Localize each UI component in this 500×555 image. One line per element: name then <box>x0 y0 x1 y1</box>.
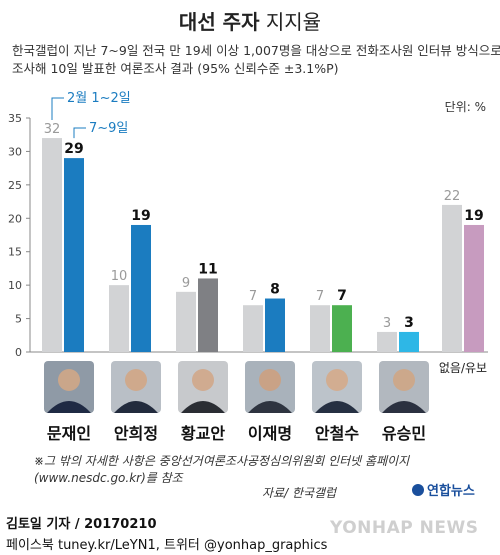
candidate-name-3: 황교안 <box>180 424 226 443</box>
y-tick-label: 5 <box>15 313 22 326</box>
data-label-jul: 8 <box>270 282 280 298</box>
data-label-feb: 22 <box>444 189 461 204</box>
bar-feb <box>42 138 62 352</box>
data-label-jul: 11 <box>198 261 217 277</box>
bar-jul <box>464 224 484 352</box>
y-tick-label: 10 <box>8 279 22 292</box>
y-tick-label: 30 <box>8 145 22 158</box>
candidate-photo-4 <box>245 361 295 413</box>
bar-jul <box>64 158 84 352</box>
data-label-feb: 32 <box>44 122 61 137</box>
bar-feb <box>377 331 397 352</box>
data-label-jul: 19 <box>464 208 483 224</box>
legend-jul-label: 7~9일 <box>89 121 128 136</box>
data-label-feb: 9 <box>182 276 190 291</box>
data-label-jul: 7 <box>337 288 347 304</box>
title-bold: 대선 주자 <box>178 10 260 34</box>
candidate-photo-1 <box>44 361 94 413</box>
y-tick-label: 35 <box>8 112 22 125</box>
bar-feb <box>442 204 462 352</box>
candidate-name-2: 안희정 <box>113 424 159 443</box>
bar-feb <box>176 291 196 352</box>
candidate-name-6: 유승민 <box>381 424 427 443</box>
data-label-jul: 19 <box>131 208 150 224</box>
data-label-jul: 3 <box>404 315 414 331</box>
bar-feb <box>109 285 129 352</box>
data-label-feb: 7 <box>249 289 257 304</box>
candidate-name-1: 문재인 <box>46 424 92 443</box>
candidate-photo-6 <box>379 361 429 413</box>
legend-feb-label: 2월 1~2일 <box>67 91 131 106</box>
data-label-feb: 3 <box>383 316 391 331</box>
bar-jul <box>332 305 352 352</box>
logo-mark-icon <box>412 484 424 496</box>
description-line-2: 조사해 10일 발표한 여론조사 결과 (95% 신뢰수준 ±3.1%P) <box>12 61 339 76</box>
legend-jul-leader <box>73 127 86 139</box>
data-label-feb: 10 <box>111 269 128 284</box>
description-line-1: 한국갤럽이 지난 7~9일 전국 만 19세 이상 1,007명을 대상으로 전… <box>12 43 500 58</box>
byline-reporter: 김토일 기자 / 20170210 <box>6 517 157 532</box>
candidate-name-5: 안철수 <box>314 424 360 443</box>
watermark: YONHAP NEWS <box>330 518 479 538</box>
candidate-name-4: 이재명 <box>247 424 293 443</box>
footnote-line-2: (www.nesdc.go.kr)를 참조 <box>34 471 183 485</box>
yonhap-logo: 연합뉴스 <box>412 480 475 499</box>
legend-feb-leader <box>51 97 64 121</box>
y-tick-label: 15 <box>8 246 22 259</box>
candidate-photo-2 <box>111 361 161 413</box>
data-label-feb: 7 <box>316 289 324 304</box>
bar-feb <box>243 305 263 352</box>
category-label-none: 없음/유보 <box>439 361 487 375</box>
y-tick-label: 0 <box>15 346 22 359</box>
y-tick-label: 20 <box>8 212 22 225</box>
bar-jul <box>131 224 151 352</box>
bar-jul <box>399 331 419 352</box>
candidate-photo-5 <box>312 361 362 413</box>
candidate-photo-3 <box>178 361 228 413</box>
unit-label: 단위: % <box>444 100 486 114</box>
y-tick-label: 25 <box>8 179 22 192</box>
title-light: 지지율 <box>259 10 322 34</box>
source-label: 자료/ 한국갤럽 <box>262 486 337 500</box>
bar-jul <box>198 278 218 352</box>
data-label-jul: 29 <box>64 141 83 157</box>
logo-text: 연합뉴스 <box>427 484 475 499</box>
footnote-line-1: ※그 밖의 자세한 사항은 중앙선거여론조사공정심의위원회 인터넷 홈페이지 <box>34 454 410 468</box>
byline-social: 페이스북 tuney.kr/LeYN1, 트위터 @yonhap_graphic… <box>6 538 328 553</box>
bar-feb <box>310 305 330 352</box>
chart-title: 대선 주자 지지율 <box>0 6 500 35</box>
bar-jul <box>265 298 285 352</box>
